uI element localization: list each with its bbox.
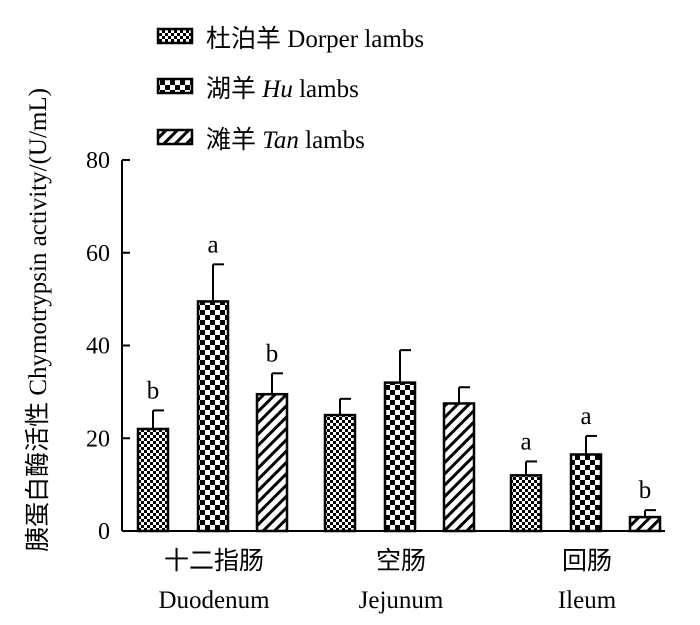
bar — [383, 381, 417, 533]
legend-swatch — [156, 128, 194, 146]
bars: b a a a b b — [136, 231, 662, 533]
y-tick-label: 80 — [86, 148, 110, 174]
x-tick-label-en: Ileum — [558, 587, 617, 614]
legend-label: 滩羊 Tan lambs — [206, 126, 365, 154]
legend: 杜泊羊 Dorper lambs 湖羊 Hu lambs 滩羊 Tan lambs — [156, 25, 424, 154]
legend-label: 湖羊 Hu lambs — [206, 75, 359, 103]
x-tick-label-en: Jejunum — [359, 587, 444, 614]
x-tick-label-en: Duodenum — [158, 587, 270, 614]
significance-label: b — [639, 477, 652, 504]
bar — [255, 392, 289, 533]
x-axis: 十二指肠 Duodenum 空肠 Jejunum 回肠 Ileum — [122, 523, 665, 614]
bar — [323, 413, 357, 533]
bar — [628, 515, 662, 533]
x-tick-label-cn: 空肠 — [376, 547, 426, 575]
bar — [442, 402, 476, 533]
y-tick-label: 40 — [86, 334, 110, 360]
y-tick-label: 60 — [86, 241, 110, 267]
bar — [509, 474, 543, 533]
bar — [136, 427, 170, 533]
legend-swatch — [156, 27, 194, 45]
significance-label: a — [580, 403, 591, 430]
y-tick-label: 0 — [98, 519, 110, 545]
bar — [569, 453, 603, 533]
significance-label: a — [520, 428, 531, 455]
legend-label: 杜泊羊 Dorper lambs — [206, 25, 424, 53]
significance-label: b — [266, 340, 279, 367]
significance-label: b — [147, 377, 160, 404]
y-axis-label: 胰蛋白酶活性 Chymotrypsin activity/(U/mL) — [24, 88, 52, 552]
bar — [196, 300, 230, 533]
y-tick-label: 20 — [86, 426, 110, 452]
x-tick-label-cn: 回肠 — [562, 548, 612, 575]
legend-swatch — [156, 77, 194, 95]
y-axis: 0 20 40 60 80 — [86, 148, 130, 545]
significance-label: a — [207, 231, 218, 258]
x-tick-label-cn: 十二指肠 — [164, 547, 264, 575]
